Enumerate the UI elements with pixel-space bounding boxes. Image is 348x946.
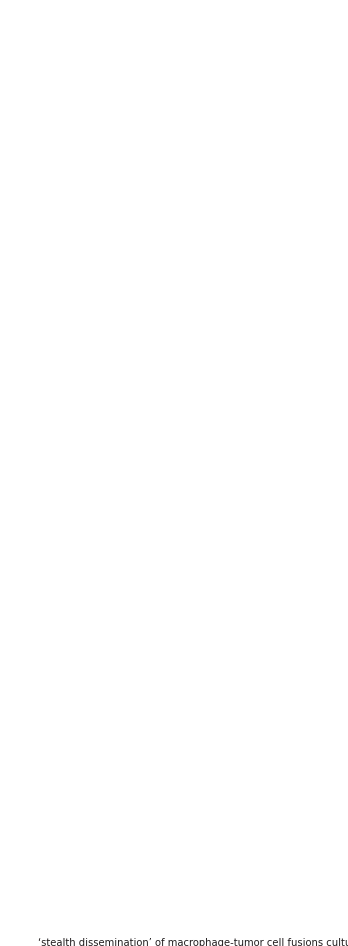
Text: ‘stealth dissemination’ of macrophage-tumor cell fusions cultured from: ‘stealth dissemination’ of macrophage-tu… xyxy=(38,937,348,946)
